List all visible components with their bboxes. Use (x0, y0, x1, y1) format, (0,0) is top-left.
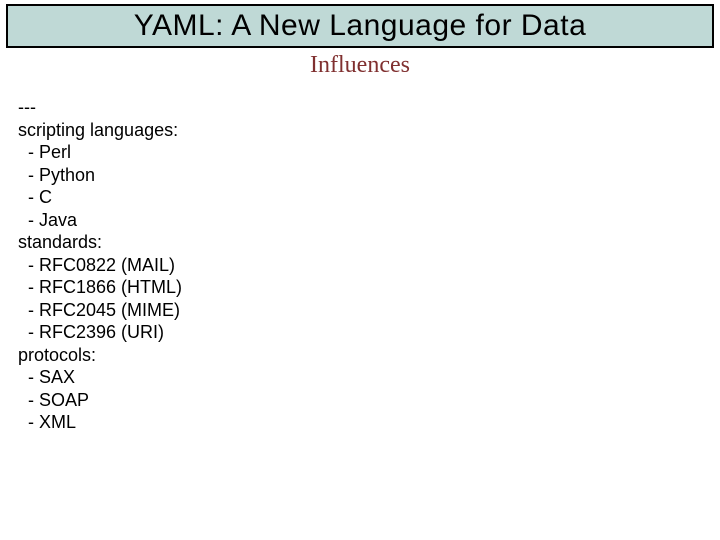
slide-title: YAML: A New Language for Data (134, 9, 587, 43)
slide: YAML: A New Language for Data Influences… (0, 0, 720, 540)
slide-subtitle: Influences (0, 52, 720, 79)
title-bar: YAML: A New Language for Data (6, 4, 714, 48)
yaml-body: --- scripting languages: - Perl - Python… (18, 96, 182, 434)
